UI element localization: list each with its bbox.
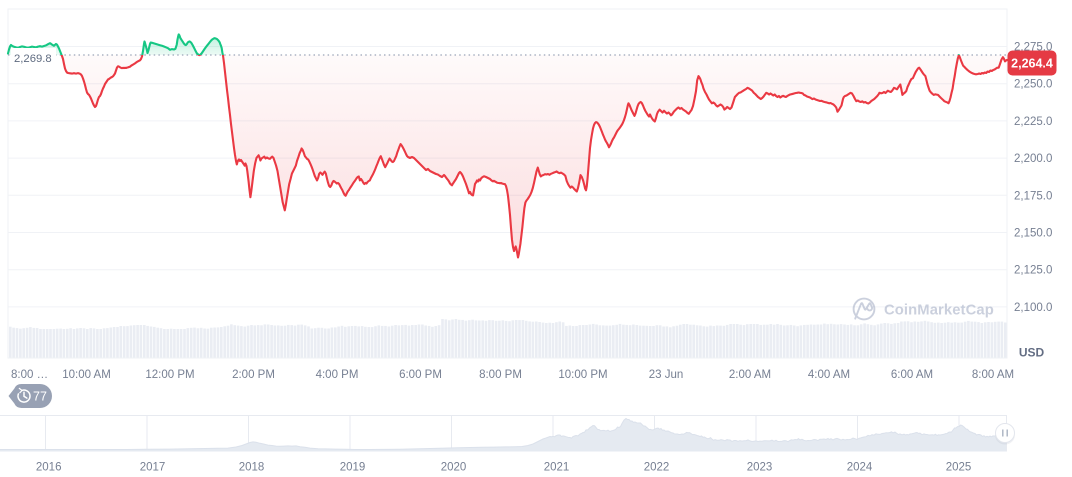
svg-text:2020: 2020	[441, 462, 467, 474]
svg-text:2019: 2019	[340, 462, 366, 474]
svg-text:2:00 AM: 2:00 AM	[729, 369, 771, 381]
svg-text:10:00 PM: 10:00 PM	[558, 369, 607, 381]
svg-text:2,100.0: 2,100.0	[1014, 302, 1052, 314]
svg-text:2,125.0: 2,125.0	[1014, 265, 1052, 277]
svg-text:2,225.0: 2,225.0	[1014, 116, 1052, 128]
svg-text:2,200.0: 2,200.0	[1014, 153, 1052, 165]
svg-text:12:00 PM: 12:00 PM	[145, 369, 194, 381]
svg-text:2024: 2024	[847, 462, 873, 474]
svg-text:2:00 PM: 2:00 PM	[232, 369, 275, 381]
svg-text:8:00 AM: 8:00 AM	[972, 369, 1014, 381]
svg-text:10:00 AM: 10:00 AM	[62, 369, 111, 381]
svg-text:77: 77	[33, 390, 47, 404]
svg-text:2,175.0: 2,175.0	[1014, 190, 1052, 202]
svg-text:2023: 2023	[747, 462, 773, 474]
svg-text:4:00 AM: 4:00 AM	[808, 369, 850, 381]
svg-text:CoinMarketCap: CoinMarketCap	[884, 303, 994, 319]
svg-text:2,264.4: 2,264.4	[1011, 57, 1053, 71]
svg-text:6:00 PM: 6:00 PM	[399, 369, 442, 381]
svg-text:23 Jun: 23 Jun	[649, 369, 684, 381]
svg-text:2025: 2025	[946, 462, 972, 474]
svg-text:2,150.0: 2,150.0	[1014, 228, 1052, 240]
svg-text:2,250.0: 2,250.0	[1014, 79, 1052, 91]
svg-text:2021: 2021	[544, 462, 570, 474]
svg-text:8:00 PM: 8:00 PM	[479, 369, 522, 381]
svg-text:2016: 2016	[36, 462, 62, 474]
svg-text:USD: USD	[1019, 346, 1045, 360]
svg-text:8:00 …: 8:00 …	[11, 369, 48, 381]
svg-text:2017: 2017	[140, 462, 166, 474]
svg-text:4:00 PM: 4:00 PM	[316, 369, 359, 381]
svg-text:2,269.8: 2,269.8	[14, 53, 52, 65]
svg-text:2022: 2022	[644, 462, 670, 474]
svg-text:2018: 2018	[239, 462, 265, 474]
svg-text:6:00 AM: 6:00 AM	[891, 369, 933, 381]
